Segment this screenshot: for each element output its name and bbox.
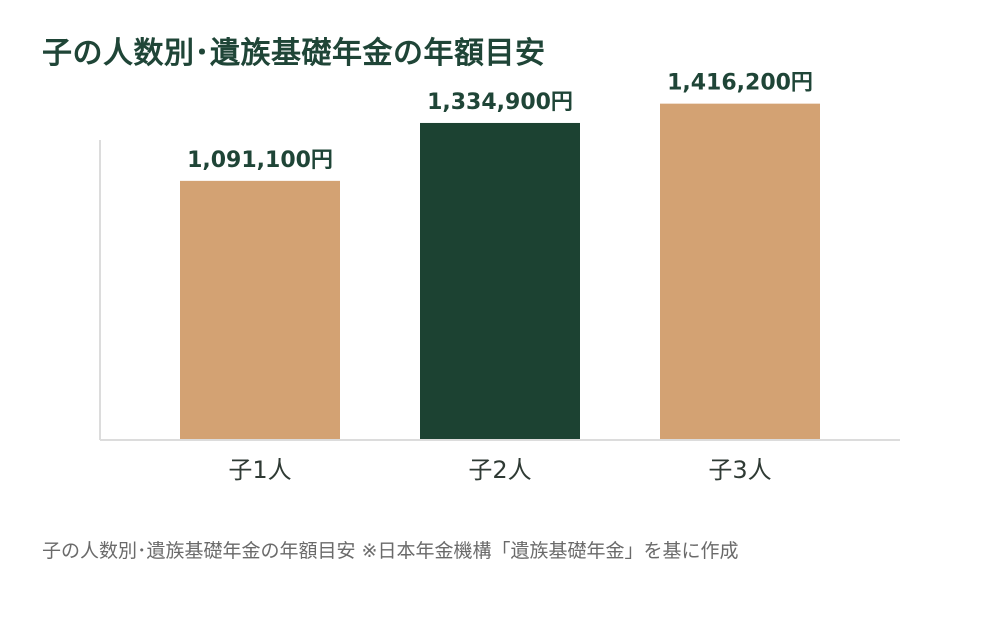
bar-value-label-3: 1,416,200円 [667,71,813,96]
category-label-3: 子3人 [708,456,771,484]
chart-title: 子の人数別･遺族基礎年金の年額目安 [42,36,546,71]
source-caption: 子の人数別･遺族基礎年金の年額目安 ※日本年金機構「遺族基礎年金」を基に作成 [42,540,739,562]
category-label-2: 子2人 [468,456,531,484]
bar-1 [180,180,340,440]
category-label-1: 子1人 [228,456,291,484]
bar-value-label-1: 1,091,100円 [187,148,333,173]
bar-value-label-2: 1,334,900円 [427,90,573,115]
bar-2 [420,122,580,441]
bar-3 [660,103,820,440]
